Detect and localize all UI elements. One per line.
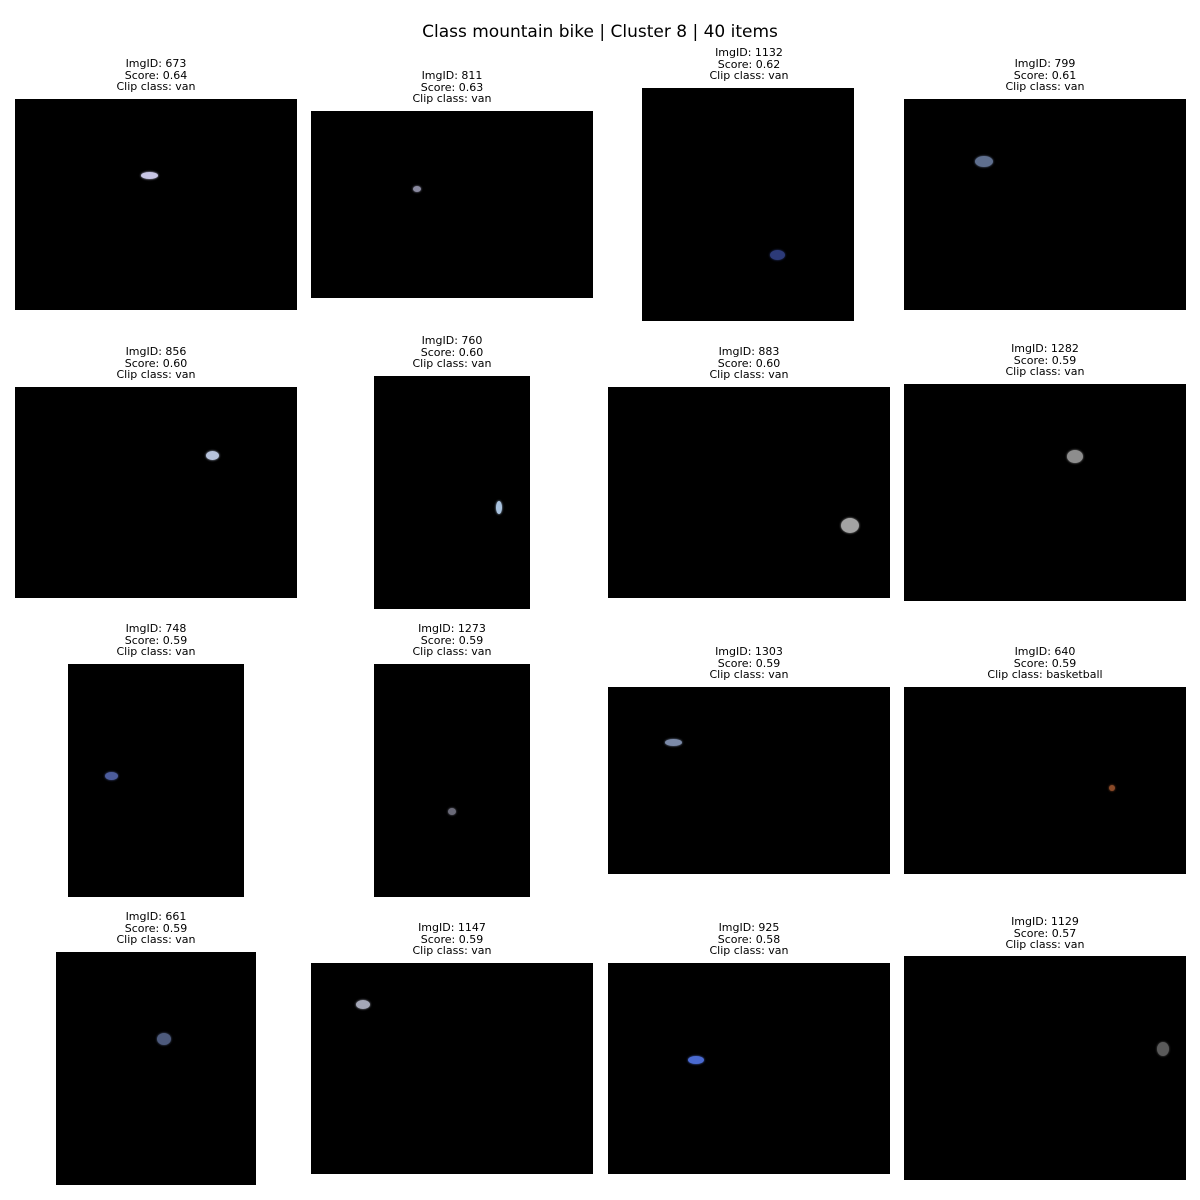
score-label: Score: 0.59 [124,633,188,647]
object-blob [688,1056,704,1064]
grid-cell: ImgID: 856 Score: 0.60 Clip class: van [15,0,297,610]
score-label: Score: 0.59 [1013,656,1077,670]
score-label: Score: 0.64 [124,68,188,82]
grid-cell: ImgID: 1303 Score: 0.59 Clip class: van [608,0,890,900]
grid-cell: ImgID: 883 Score: 0.60 Clip class: van [608,0,890,610]
score-label: Score: 0.60 [717,356,781,370]
img-id-label: ImgID: 883 [718,345,780,358]
grid-cell: ImgID: 760 Score: 0.60 Clip class: van [311,0,593,610]
img-id-label: ImgID: 760 [421,334,483,347]
thumbnail-image [904,956,1186,1180]
grid-cell: ImgID: 1147 Score: 0.59 Clip class: van [311,0,593,1190]
clip-class-label: Clip class: van [1005,938,1085,951]
img-id-label: ImgID: 811 [421,69,483,82]
grid-cell: ImgID: 925 Score: 0.58 Clip class: van [608,0,890,1190]
thumbnail-image [904,99,1186,310]
object-blob [665,739,682,746]
object-blob [975,156,993,167]
score-label: Score: 0.62 [717,57,781,71]
grid-cell: ImgID: 1282 Score: 0.59 Clip class: van [904,0,1186,610]
thumbnail-image [68,664,244,897]
grid-cell: ImgID: 1132 Score: 0.62 Clip class: van [608,0,890,321]
figure-title: Class mountain bike | Cluster 8 | 40 ite… [422,22,778,42]
img-id-label: ImgID: 673 [125,57,187,70]
clip-class-label: Clip class: van [412,357,492,370]
img-id-label: ImgID: 748 [125,622,187,635]
object-blob [206,451,219,460]
thumbnail-image [311,963,593,1174]
object-blob [841,518,859,533]
img-id-label: ImgID: 856 [125,345,187,358]
clip-class-label: Clip class: van [116,80,196,93]
grid-cell: ImgID: 661 Score: 0.59 Clip class: van [15,0,297,1190]
object-blob [157,1033,171,1045]
score-label: Score: 0.59 [420,932,484,946]
thumbnail-image [904,384,1186,601]
img-id-label: ImgID: 661 [125,910,187,923]
clip-class-label: Clip class: van [1005,365,1085,378]
grid-cell: ImgID: 1273 Score: 0.59 Clip class: van [311,0,593,900]
score-label: Score: 0.59 [124,921,188,935]
clip-class-label: Clip class: van [412,944,492,957]
img-id-label: ImgID: 1282 [1011,342,1079,355]
score-label: Score: 0.58 [717,932,781,946]
clip-class-label: Clip class: van [1005,80,1085,93]
clip-class-label: Clip class: van [116,933,196,946]
clip-class-label: Clip class: van [116,368,196,381]
clip-class-label: Clip class: van [709,944,789,957]
thumbnail-image [608,687,890,874]
clip-class-label: Clip class: basketball [987,668,1103,681]
thumbnail-image [15,99,297,310]
score-label: Score: 0.61 [1013,68,1077,82]
score-label: Score: 0.57 [1013,926,1077,940]
grid-cell: ImgID: 748 Score: 0.59 Clip class: van [15,0,297,900]
thumbnail-image [56,952,256,1185]
object-blob [448,808,456,815]
object-blob [1109,785,1115,791]
img-id-label: ImgID: 1132 [715,46,783,59]
grid-cell: ImgID: 1129 Score: 0.57 Clip class: van [904,0,1186,1190]
object-blob [1067,450,1083,463]
object-blob [413,186,421,192]
thumbnail-image [374,376,530,609]
thumbnail-image [608,963,890,1174]
thumbnail-image [15,387,297,598]
img-id-label: ImgID: 1147 [418,921,486,934]
score-label: Score: 0.59 [717,656,781,670]
grid-cell: ImgID: 811 Score: 0.63 Clip class: van [311,0,593,320]
img-id-label: ImgID: 1129 [1011,915,1079,928]
score-label: Score: 0.59 [420,633,484,647]
object-blob [770,250,785,260]
thumbnail-image [374,664,530,897]
img-id-label: ImgID: 925 [718,921,780,934]
img-id-label: ImgID: 1273 [418,622,486,635]
clip-class-label: Clip class: van [412,645,492,658]
clip-class-label: Clip class: van [709,69,789,82]
clip-class-label: Clip class: van [116,645,196,658]
thumbnail-image [311,111,593,298]
grid-cell: ImgID: 673 Score: 0.64 Clip class: van [15,0,297,320]
img-id-label: ImgID: 640 [1014,645,1076,658]
score-label: Score: 0.63 [420,80,484,94]
object-blob [141,172,158,179]
clip-class-label: Clip class: van [709,368,789,381]
object-blob [496,501,502,514]
thumbnail-image [608,387,890,598]
grid-cell: ImgID: 799 Score: 0.61 Clip class: van [904,0,1186,320]
object-blob [1157,1042,1169,1056]
thumbnail-image [904,687,1186,874]
clip-class-label: Clip class: van [412,92,492,105]
score-label: Score: 0.59 [1013,353,1077,367]
clip-class-label: Clip class: van [709,668,789,681]
object-blob [356,1000,370,1009]
img-id-label: ImgID: 799 [1014,57,1076,70]
thumbnail-image [642,88,854,321]
object-blob [105,772,118,780]
img-id-label: ImgID: 1303 [715,645,783,658]
score-label: Score: 0.60 [420,345,484,359]
score-label: Score: 0.60 [124,356,188,370]
grid-cell: ImgID: 640 Score: 0.59 Clip class: baske… [904,0,1186,900]
